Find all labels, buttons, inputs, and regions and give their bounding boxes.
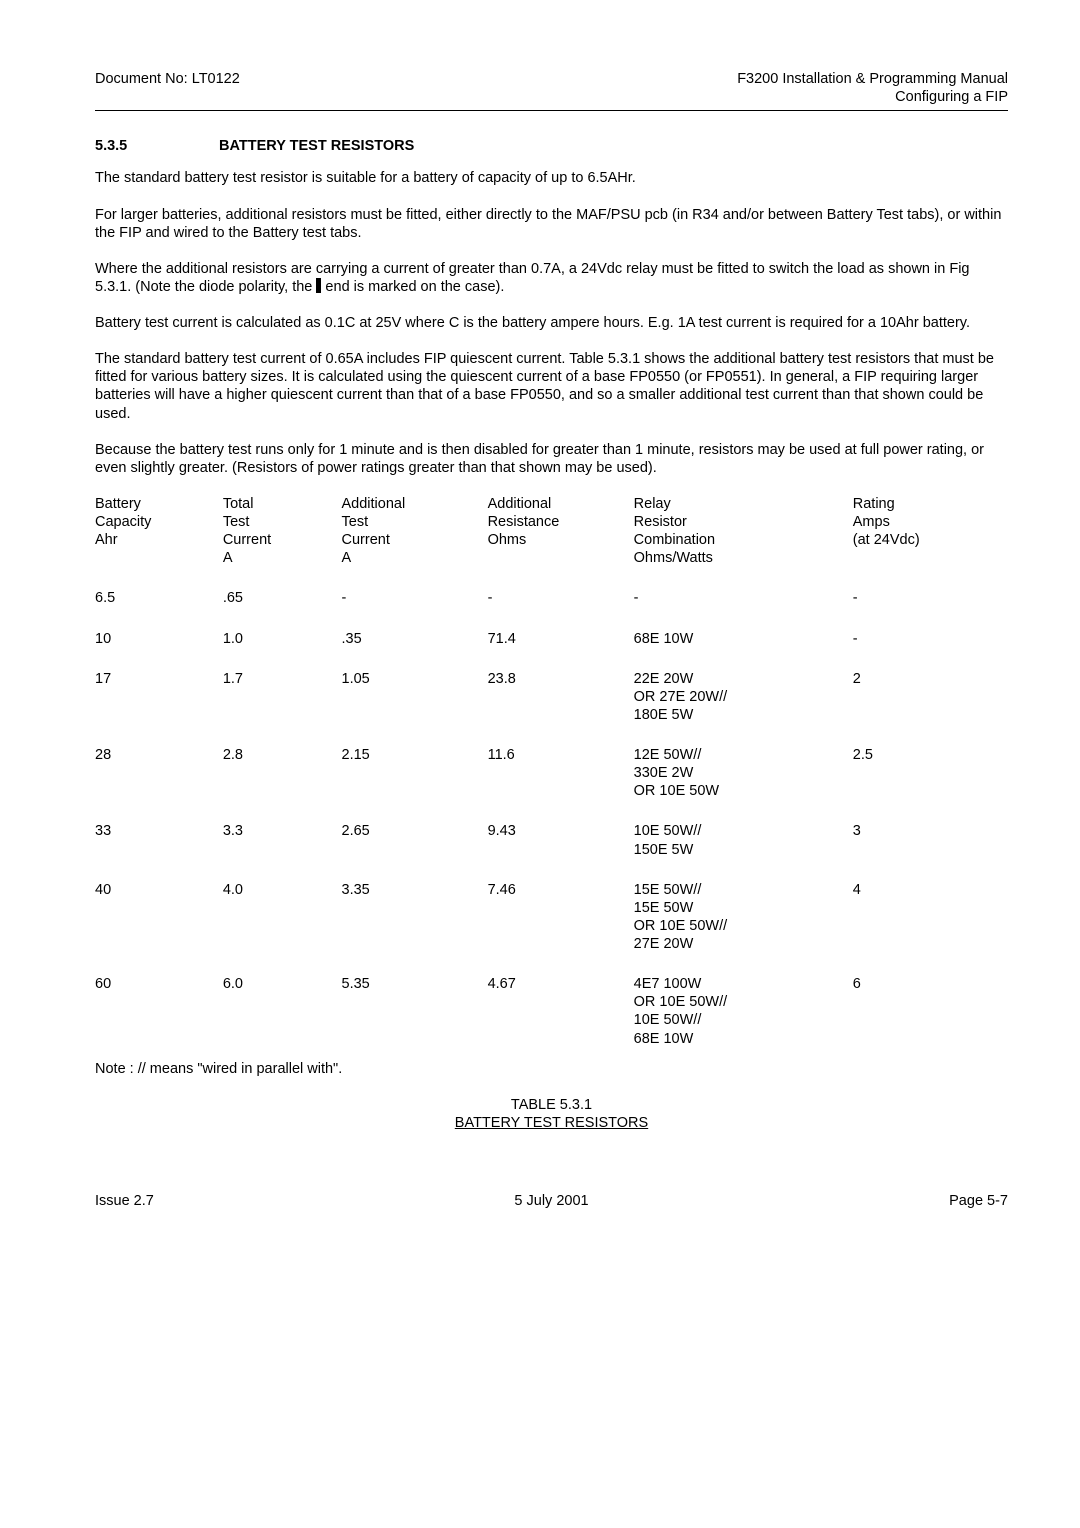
table-header-row: BatteryCapacityAhrTotalTestCurrentAAddit…: [95, 495, 1008, 590]
table-cell: 71.4: [488, 630, 634, 670]
section-title: BATTERY TEST RESISTORS: [219, 138, 414, 154]
section-heading: 5.3.5 BATTERY TEST RESISTORS: [95, 137, 1008, 155]
table-cell: 2.5: [853, 746, 1008, 822]
table-row: 282.82.1511.612E 50W//330E 2WOR 10E 50W2…: [95, 746, 1008, 822]
table-cell: 68E 10W: [634, 630, 853, 670]
table-cell: 17: [95, 670, 223, 746]
table-cell: 3.3: [223, 822, 342, 880]
header-right: F3200 Installation & Programming Manual …: [737, 70, 1008, 106]
paragraph-4: Battery test current is calculated as 0.…: [95, 314, 1008, 332]
page-header: Document No: LT0122 F3200 Installation &…: [95, 70, 1008, 106]
table-cell: 6.0: [223, 975, 342, 1070]
table-cell: 10E 50W//150E 5W: [634, 822, 853, 880]
table-column-header: AdditionalResistanceOhms: [488, 495, 634, 590]
table-cell: 3: [853, 822, 1008, 880]
table-column-header: BatteryCapacityAhr: [95, 495, 223, 590]
paragraph-6: Because the battery test runs only for 1…: [95, 441, 1008, 477]
footer-center: 5 July 2001: [514, 1192, 588, 1210]
paragraph-3b: end is marked on the case).: [321, 279, 504, 295]
table-cell: 60: [95, 975, 223, 1070]
table-cell: -: [342, 589, 488, 629]
footer-right: Page 5-7: [949, 1192, 1008, 1210]
table-cell: 3.35: [342, 881, 488, 976]
table-row: 404.03.357.4615E 50W//15E 50WOR 10E 50W/…: [95, 881, 1008, 976]
table-cell: 7.46: [488, 881, 634, 976]
table-cell: 4.67: [488, 975, 634, 1070]
table-cell: 2.8: [223, 746, 342, 822]
table-column-header: RatingAmps(at 24Vdc): [853, 495, 1008, 590]
table-row: 101.0.3571.468E 10W-: [95, 630, 1008, 670]
table-cell: 1.05: [342, 670, 488, 746]
table-caption: TABLE 5.3.1 BATTERY TEST RESISTORS: [95, 1096, 1008, 1132]
section-number: 5.3.5: [95, 137, 215, 155]
table-row: 606.05.354.674E7 100WOR 10E 50W//10E 50W…: [95, 975, 1008, 1070]
table-column-header: TotalTestCurrentA: [223, 495, 342, 590]
table-cell: 1.0: [223, 630, 342, 670]
table-cell: -: [853, 630, 1008, 670]
header-right-line2: Configuring a FIP: [737, 88, 1008, 106]
table-cell: 2: [853, 670, 1008, 746]
table-row: 333.32.659.4310E 50W//150E 5W3: [95, 822, 1008, 880]
caption-line1: TABLE 5.3.1: [95, 1096, 1008, 1114]
table-cell: 2.15: [342, 746, 488, 822]
header-rule: [95, 110, 1008, 111]
table-cell: .35: [342, 630, 488, 670]
table-cell: 23.8: [488, 670, 634, 746]
table-row: 171.71.0523.822E 20WOR 27E 20W//180E 5W2: [95, 670, 1008, 746]
caption-line2: BATTERY TEST RESISTORS: [95, 1114, 1008, 1132]
header-right-line1: F3200 Installation & Programming Manual: [737, 70, 1008, 88]
table-row: 6.5.65----: [95, 589, 1008, 629]
table-head: BatteryCapacityAhrTotalTestCurrentAAddit…: [95, 495, 1008, 590]
table-cell: 4E7 100WOR 10E 50W//10E 50W//68E 10W: [634, 975, 853, 1070]
table-column-header: AdditionalTestCurrentA: [342, 495, 488, 590]
table-cell: 6: [853, 975, 1008, 1070]
table-cell: 6.5: [95, 589, 223, 629]
table-cell: 1.7: [223, 670, 342, 746]
footer-left: Issue 2.7: [95, 1192, 154, 1210]
paragraph-3a: Where the additional resistors are carry…: [95, 261, 969, 295]
table-cell: 11.6: [488, 746, 634, 822]
table-cell: 22E 20WOR 27E 20W//180E 5W: [634, 670, 853, 746]
page-footer: Issue 2.7 5 July 2001 Page 5-7: [95, 1192, 1008, 1210]
paragraph-1: The standard battery test resistor is su…: [95, 169, 1008, 187]
table-note: Note : // means "wired in parallel with"…: [95, 1060, 1008, 1078]
table-cell: -: [634, 589, 853, 629]
table-cell: -: [853, 589, 1008, 629]
table-cell: 28: [95, 746, 223, 822]
table-cell: 2.65: [342, 822, 488, 880]
table-cell: 40: [95, 881, 223, 976]
table-cell: 4: [853, 881, 1008, 976]
table-cell: 10: [95, 630, 223, 670]
resistor-table: BatteryCapacityAhrTotalTestCurrentAAddit…: [95, 495, 1008, 1070]
table-cell: 12E 50W//330E 2WOR 10E 50W: [634, 746, 853, 822]
paragraph-5: The standard battery test current of 0.6…: [95, 350, 1008, 423]
table-cell: -: [488, 589, 634, 629]
header-left: Document No: LT0122: [95, 70, 240, 106]
table-cell: 4.0: [223, 881, 342, 976]
paragraph-2: For larger batteries, additional resisto…: [95, 206, 1008, 242]
table-cell: .65: [223, 589, 342, 629]
table-cell: 33: [95, 822, 223, 880]
table-column-header: RelayResistorCombinationOhms/Watts: [634, 495, 853, 590]
table-body: 6.5.65----101.0.3571.468E 10W-171.71.052…: [95, 589, 1008, 1069]
paragraph-3: Where the additional resistors are carry…: [95, 260, 1008, 296]
table-cell: 5.35: [342, 975, 488, 1070]
table-cell: 15E 50W//15E 50WOR 10E 50W//27E 20W: [634, 881, 853, 976]
table-cell: 9.43: [488, 822, 634, 880]
